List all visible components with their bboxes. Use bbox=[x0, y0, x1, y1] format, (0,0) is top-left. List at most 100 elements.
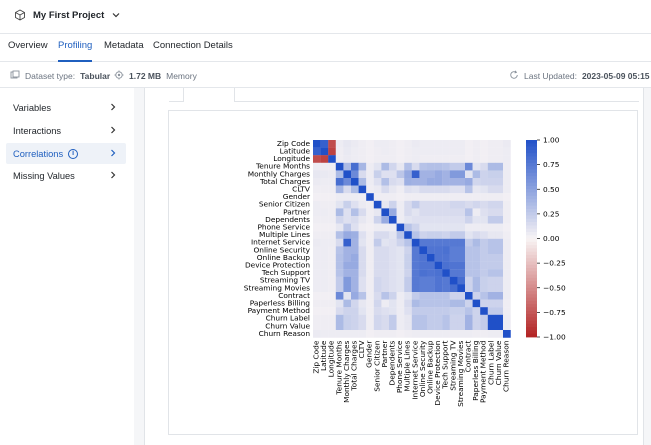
y-tick-label: Senior Citizen bbox=[259, 200, 310, 209]
sidebar-item-variables[interactable]: Variables bbox=[6, 97, 126, 118]
heatmap-cell bbox=[389, 155, 397, 163]
heatmap-cell bbox=[449, 200, 458, 209]
sidebar-item-correlations[interactable]: Correlations i bbox=[6, 143, 126, 164]
heatmap-cell bbox=[313, 223, 321, 232]
heatmap-cell bbox=[419, 246, 428, 255]
heatmap-cell bbox=[442, 185, 450, 194]
y-tick-label: Gender bbox=[283, 192, 311, 201]
heatmap-cell bbox=[503, 299, 511, 308]
sidebar-item-interactions[interactable]: Interactions bbox=[6, 120, 126, 141]
heatmap-cell bbox=[373, 223, 382, 232]
heatmap-cell bbox=[495, 193, 504, 201]
heatmap-cell bbox=[442, 246, 450, 255]
heatmap-cell bbox=[411, 238, 420, 247]
heatmap-cell bbox=[495, 284, 504, 293]
info-icon[interactable]: i bbox=[68, 148, 79, 159]
heatmap-cell bbox=[449, 238, 458, 247]
heatmap-cell bbox=[335, 314, 344, 323]
colorbar-segment bbox=[526, 205, 537, 210]
heatmap-cell bbox=[495, 140, 504, 148]
heatmap-cell bbox=[343, 231, 352, 239]
heatmap-cell bbox=[381, 299, 390, 308]
tab-metadata[interactable]: Metadata bbox=[104, 40, 144, 51]
heatmap-cell bbox=[328, 170, 336, 179]
colorbar-segment bbox=[526, 284, 537, 289]
heatmap-cell bbox=[442, 200, 450, 209]
heatmap-cell bbox=[373, 269, 382, 277]
heatmap-cell bbox=[313, 330, 321, 338]
heatmap-cell bbox=[404, 292, 412, 300]
heatmap-cell bbox=[472, 216, 481, 224]
heatmap-cell bbox=[396, 322, 405, 331]
heatmap-cell bbox=[328, 162, 336, 171]
heatmap-cell bbox=[366, 322, 374, 331]
heatmap-cell bbox=[457, 140, 466, 148]
heatmap-cell bbox=[328, 193, 336, 201]
heatmap-cell bbox=[457, 246, 466, 255]
colorbar-segment bbox=[526, 245, 537, 249]
heatmap-cell bbox=[487, 193, 496, 201]
heatmap-cell bbox=[404, 208, 412, 217]
heatmap-cell bbox=[419, 140, 428, 148]
heatmap-cell bbox=[389, 261, 397, 270]
heatmap-cell bbox=[434, 254, 443, 262]
heatmap-cell bbox=[351, 155, 359, 163]
heatmap-cell bbox=[358, 292, 367, 300]
tab-connection-details[interactable]: Connection Details bbox=[153, 40, 233, 51]
heatmap-cell bbox=[457, 292, 466, 300]
heatmap-cell bbox=[358, 140, 367, 148]
heatmap-cell bbox=[503, 170, 511, 179]
heatmap-cell bbox=[343, 223, 352, 232]
heatmap-cell bbox=[434, 330, 443, 338]
colorbar-segment bbox=[526, 310, 537, 315]
heatmap-cell bbox=[366, 314, 374, 323]
heatmap-cell bbox=[503, 185, 511, 194]
heatmap-cell bbox=[373, 200, 382, 209]
heatmap-cell bbox=[343, 193, 352, 201]
heatmap-cell bbox=[389, 292, 397, 300]
heatmap-cell bbox=[503, 330, 511, 338]
heatmap-cell bbox=[503, 307, 511, 315]
colorbar-tick-label: 0.75 bbox=[543, 160, 560, 169]
heatmap-cell bbox=[389, 208, 397, 217]
heatmap-cell bbox=[313, 246, 321, 255]
heatmap-cell bbox=[389, 314, 397, 323]
colorbar-segment bbox=[526, 189, 537, 193]
heatmap-cell bbox=[389, 330, 397, 338]
sidebar-item-missing-values[interactable]: Missing Values bbox=[6, 165, 126, 186]
colorbar-segment bbox=[526, 192, 537, 197]
heatmap-cell bbox=[351, 246, 359, 255]
project-name: My First Project bbox=[33, 9, 105, 21]
heatmap-cell bbox=[396, 170, 405, 179]
heatmap-cell bbox=[427, 330, 435, 338]
subtab-active[interactable] bbox=[183, 88, 235, 102]
heatmap-cell bbox=[487, 330, 496, 338]
heatmap-cell bbox=[366, 200, 374, 209]
heatmap-cell bbox=[465, 223, 473, 232]
heatmap-cell bbox=[358, 193, 367, 201]
heatmap-cell bbox=[427, 140, 435, 148]
y-tick-label: Dependents bbox=[265, 215, 310, 224]
heatmap-cell bbox=[343, 208, 352, 217]
x-tick-label: Internet Service bbox=[410, 340, 419, 399]
heatmap-cell bbox=[373, 170, 382, 179]
tab-profiling[interactable]: Profiling bbox=[58, 40, 93, 62]
heatmap-cell bbox=[480, 299, 488, 308]
heatmap-cell bbox=[480, 223, 488, 232]
heatmap-cell bbox=[442, 254, 450, 262]
heatmap-cell bbox=[366, 162, 374, 171]
heatmap-cell bbox=[366, 155, 374, 163]
heatmap-cell bbox=[351, 292, 359, 300]
heatmap-cell bbox=[503, 200, 511, 209]
heatmap-cell bbox=[472, 261, 481, 270]
heatmap-cell bbox=[366, 231, 374, 239]
heatmap-cell bbox=[351, 178, 359, 186]
y-tick-label: Partner bbox=[283, 207, 311, 216]
project-selector[interactable]: My First Project bbox=[14, 9, 121, 21]
tab-overview[interactable]: Overview bbox=[8, 40, 48, 51]
heatmap-cell bbox=[495, 185, 504, 194]
heatmap-cell bbox=[495, 238, 504, 247]
y-tick-label: Zip Code bbox=[277, 139, 311, 148]
last-updated: Last Updated: 2023-05-09 05:15 bbox=[509, 70, 650, 82]
heatmap-cell bbox=[465, 314, 473, 323]
